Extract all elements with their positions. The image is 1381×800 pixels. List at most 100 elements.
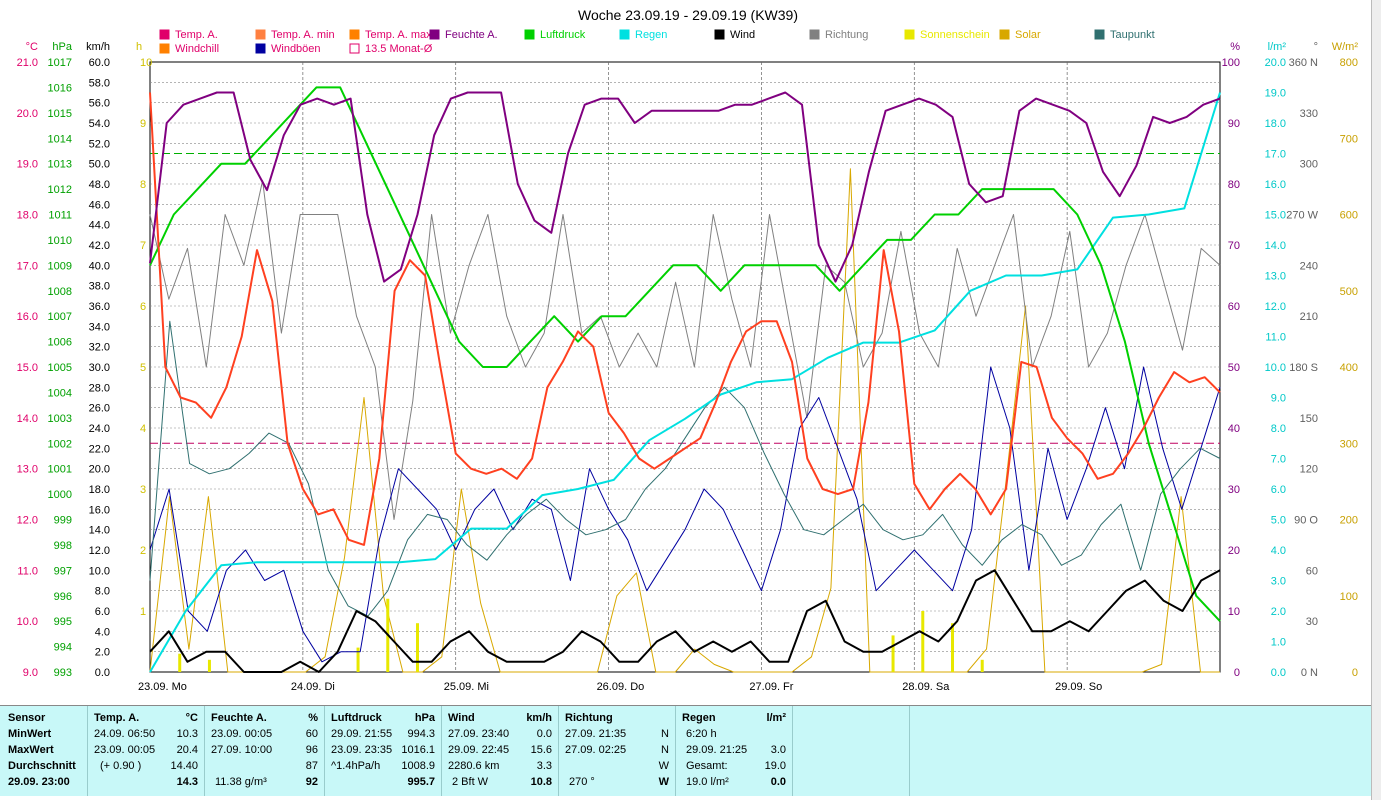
wind-axis-tick: 30.0 (89, 362, 110, 374)
dir-max-time: 27.09. 02:25 (565, 744, 627, 756)
sun-axis-tick: 3 (140, 484, 146, 496)
rain-axis-tick: 0.0 (1271, 667, 1286, 679)
wind-axis-tick: 18.0 (89, 484, 110, 496)
wind-axis-tick: 36.0 (89, 301, 110, 313)
wind-axis-tick: 22.0 (89, 443, 110, 455)
legend-label-3: Windböen (271, 43, 321, 55)
rain-current-value: 0.0 (770, 776, 786, 788)
temp-axis-tick: 14.0 (17, 413, 38, 425)
solar-axis-tick: 600 (1340, 210, 1358, 222)
stats-wind-column: Wind km/h 27.09. 23:40 0.0 29.09. 22:45 15… (442, 706, 559, 796)
sun-axis-tick: 10 (140, 57, 152, 69)
stats-maxwert-label: MaxWert (8, 744, 54, 756)
stats-temp-unit: °C (185, 712, 198, 724)
wind-axis-tick: 2.0 (95, 647, 110, 659)
wind-axis-tick: 44.0 (89, 220, 110, 232)
rain-axis-tick: 5.0 (1271, 515, 1286, 527)
stats-direction-column: Richtung 27.09. 21:35 N 27.09. 02:25 N W 2… (559, 706, 676, 796)
rain-axis-tick: 2.0 (1271, 606, 1286, 618)
wind-min-time: 27.09. 23:40 (448, 728, 510, 740)
rain-axis-tick: 7.0 (1271, 454, 1286, 466)
humidity-axis-tick: 70 (1228, 240, 1240, 252)
direction-axis-tick: 300 (1300, 159, 1318, 171)
stats-hum-header: Feuchte A. (211, 712, 267, 724)
stats-press-header: Luftdruck (331, 712, 382, 724)
wind-axis-tick: 38.0 (89, 281, 110, 293)
temp-axis-unit: °C (26, 41, 38, 53)
temp-axis-tick: 17.0 (17, 260, 38, 272)
humidity-axis-tick: 80 (1228, 179, 1240, 191)
legend-swatch-12 (999, 29, 1010, 40)
pressure-axis-tick: 1005 (48, 362, 72, 374)
wind-axis-tick: 28.0 (89, 382, 110, 394)
hum-avg-value: 87 (305, 760, 318, 772)
wind-axis-tick: 26.0 (89, 403, 110, 415)
pressure-axis-tick: 1002 (48, 438, 72, 450)
legend-swatch-2 (255, 29, 266, 40)
dir-current-value: W (658, 776, 669, 788)
wind-axis-tick: 32.0 (89, 342, 110, 354)
direction-axis-tick: 270 W (1286, 210, 1318, 222)
rain-axis-tick: 18.0 (1265, 118, 1286, 130)
humidity-axis-tick: 0 (1234, 667, 1240, 679)
rain-axis-tick: 15.0 (1265, 210, 1286, 222)
pressure-axis-tick: 998 (54, 540, 72, 552)
wind-max-value: 15.6 (530, 744, 552, 756)
rain-axis-tick: 14.0 (1265, 240, 1286, 252)
wind-axis-tick: 8.0 (95, 586, 110, 598)
wind-axis-tick: 46.0 (89, 199, 110, 211)
hum-max-time: 27.09. 10:00 (211, 744, 273, 756)
dir-current-note: 270 ° (569, 776, 595, 788)
temp-axis-tick: 21.0 (17, 57, 38, 69)
rain-axis-unit: l/m² (1268, 41, 1287, 53)
wind-min-value: 0.0 (536, 728, 552, 740)
pressure-axis-tick: 1017 (48, 57, 72, 69)
wind-axis-tick: 16.0 (89, 504, 110, 516)
legend-label-2: Temp. A. min (271, 29, 335, 41)
rain-max-value: 3.0 (770, 744, 786, 756)
rain-total-label: Gesamt: (686, 760, 728, 772)
pressure-axis-tick: 1016 (48, 82, 72, 94)
press-current-value: 995.7 (407, 776, 435, 788)
press-avg-note: ^1.4hPa/h (331, 760, 381, 772)
statistics-panel: Sensor MinWert MaxWert Durchschnitt 29.0… (0, 705, 1372, 796)
vertical-scrollbar[interactable] (1371, 0, 1381, 800)
solar-axis-tick: 500 (1340, 286, 1358, 298)
direction-axis-tick: 30 (1306, 616, 1318, 628)
sun-axis-tick: 5 (140, 362, 146, 374)
pressure-axis-tick: 994 (54, 642, 72, 654)
rain-axis-tick: 3.0 (1271, 576, 1286, 588)
rain-duration: 6:20 h (686, 728, 717, 740)
series-line-solar (149, 168, 1220, 673)
series-line-regen (149, 92, 1221, 673)
temp-current-value: 14.3 (176, 776, 198, 788)
stats-rain-header: Regen (682, 712, 716, 724)
rain-axis-tick: 1.0 (1271, 637, 1286, 649)
x-tick-label-4: 27.09. Fr (749, 681, 793, 693)
hum-min-time: 23.09. 00:05 (211, 728, 273, 740)
solar-axis-tick: 400 (1340, 362, 1358, 374)
direction-axis-tick: 180 S (1289, 362, 1318, 374)
press-avg-value: 1008.9 (401, 760, 435, 772)
stats-rain-column: Regen l/m² 6:20 h 29.09. 21:25 3.0 Gesamt… (676, 706, 793, 796)
pressure-axis-tick: 999 (54, 515, 72, 527)
sun-axis-tick: 9 (140, 118, 146, 130)
wind-avg-note: 2280.6 km (448, 760, 500, 772)
humidity-axis-tick: 50 (1228, 362, 1240, 374)
rain-axis-tick: 8.0 (1271, 423, 1286, 435)
temp-axis-tick: 19.0 (17, 159, 38, 171)
stats-dir-header: Richtung (565, 712, 613, 724)
pressure-axis-tick: 1009 (48, 260, 72, 272)
pressure-axis-tick: 1011 (48, 210, 72, 222)
series-line-feuchte-a- (149, 91, 1221, 283)
wind-axis-tick: 56.0 (89, 98, 110, 110)
legend-swatch-10 (809, 29, 820, 40)
legend-swatch-7 (524, 29, 535, 40)
legend-swatch-1 (159, 43, 170, 54)
direction-axis-tick: 360 N (1289, 57, 1318, 69)
legend-label-8: Regen (635, 29, 667, 41)
stats-temp-header: Temp. A. (94, 712, 140, 724)
hum-max-value: 96 (305, 744, 318, 756)
press-max-value: 1016.1 (401, 744, 435, 756)
pressure-axis-tick: 1003 (48, 413, 72, 425)
